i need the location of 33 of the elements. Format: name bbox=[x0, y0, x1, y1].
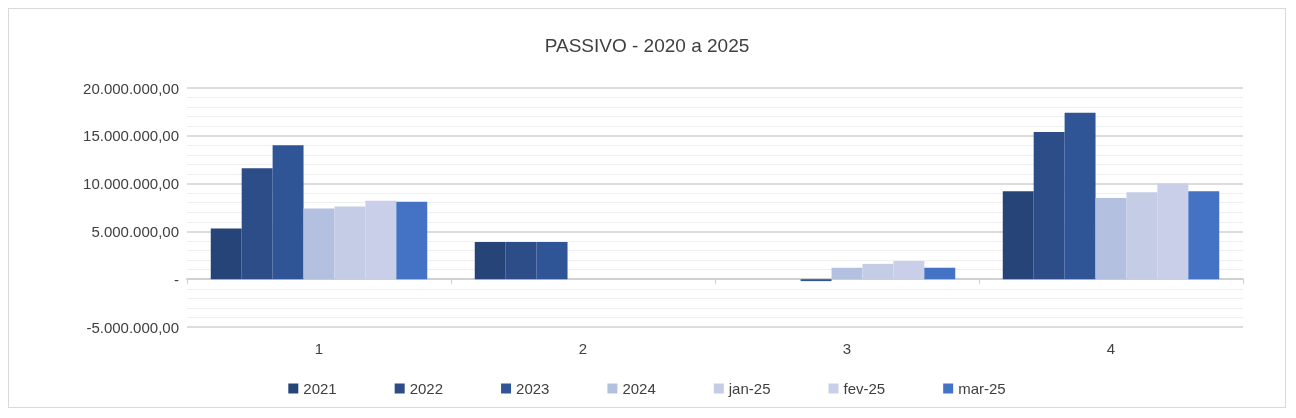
bar bbox=[303, 208, 335, 280]
bar bbox=[396, 201, 428, 280]
legend-label: jan-25 bbox=[727, 380, 771, 397]
bar bbox=[1064, 112, 1096, 280]
x-tick-label: 1 bbox=[314, 340, 324, 357]
legend-label: 2021 bbox=[303, 380, 337, 397]
x-tick-label: 3 bbox=[842, 340, 852, 357]
y-tick-label: 5.000.000,00 bbox=[91, 222, 179, 240]
y-tick-label: - bbox=[174, 270, 179, 288]
legend-label: fev-25 bbox=[843, 380, 886, 397]
bar bbox=[241, 168, 273, 280]
bar bbox=[474, 241, 506, 280]
x-tick-label: 2 bbox=[578, 340, 588, 357]
bar bbox=[1002, 191, 1034, 280]
y-tick-label: -5.000.000,00 bbox=[86, 318, 179, 336]
legend-label: 2024 bbox=[622, 380, 656, 397]
legend-label: mar-25 bbox=[958, 380, 1006, 397]
bar bbox=[210, 228, 242, 280]
bar bbox=[1095, 197, 1127, 280]
y-tick-label: 20.000.000,00 bbox=[83, 79, 179, 97]
legend-label: 2023 bbox=[516, 380, 550, 397]
bar bbox=[1033, 131, 1065, 280]
bar bbox=[505, 241, 537, 280]
chart-title: PASSIVO - 2020 a 2025 bbox=[544, 35, 750, 56]
bar bbox=[272, 145, 304, 280]
y-tick-label: 15.000.000,00 bbox=[83, 127, 179, 145]
bar bbox=[924, 267, 956, 280]
bar bbox=[536, 241, 568, 280]
x-tick-label: 4 bbox=[1106, 340, 1116, 357]
legend-label: 2022 bbox=[409, 380, 444, 397]
bar bbox=[831, 267, 863, 280]
bar bbox=[1188, 191, 1220, 280]
y-tick-label: 10.000.000,00 bbox=[83, 175, 179, 193]
